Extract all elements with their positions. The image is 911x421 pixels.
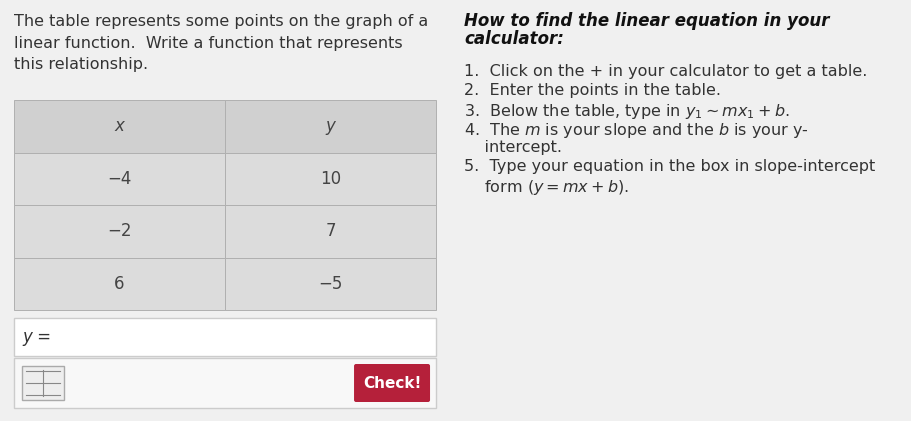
Text: y: y	[325, 117, 335, 135]
Text: 7: 7	[325, 222, 336, 240]
Text: 1.  Click on the + in your calculator to get a table.: 1. Click on the + in your calculator to …	[464, 64, 867, 79]
Bar	[14, 358, 436, 408]
Text: Check!: Check!	[363, 376, 421, 391]
Bar	[225, 100, 436, 152]
Bar	[14, 100, 225, 152]
Text: 6: 6	[114, 275, 125, 293]
Text: −2: −2	[107, 222, 132, 240]
Bar	[225, 152, 436, 205]
Text: −4: −4	[107, 170, 132, 188]
Text: y =: y =	[22, 328, 51, 346]
Text: x: x	[115, 117, 125, 135]
Bar	[225, 258, 436, 310]
Bar	[22, 366, 64, 400]
Bar	[14, 258, 225, 310]
Text: calculator:: calculator:	[464, 30, 564, 48]
Text: 2.  Enter the points in the table.: 2. Enter the points in the table.	[464, 83, 721, 98]
Bar	[14, 205, 225, 258]
Text: 5.  Type your equation in the box in slope-intercept: 5. Type your equation in the box in slop…	[464, 159, 875, 174]
Text: −5: −5	[318, 275, 343, 293]
FancyBboxPatch shape	[354, 364, 430, 402]
Text: How to find the linear equation in your: How to find the linear equation in your	[464, 12, 830, 30]
Text: form ($y = mx + b$).: form ($y = mx + b$).	[464, 178, 629, 197]
Text: 4.  The $m$ is your slope and the $b$ is your y-: 4. The $m$ is your slope and the $b$ is …	[464, 121, 809, 140]
Bar	[225, 205, 436, 258]
Bar	[14, 318, 436, 356]
Text: 10: 10	[320, 170, 341, 188]
Text: The table represents some points on the graph of a
linear function.  Write a fun: The table represents some points on the …	[14, 14, 428, 72]
Bar	[14, 152, 225, 205]
Text: 3.  Below the table, type in $y_1 \sim mx_1 + b$.: 3. Below the table, type in $y_1 \sim mx…	[464, 102, 790, 121]
Text: intercept.: intercept.	[464, 140, 562, 155]
